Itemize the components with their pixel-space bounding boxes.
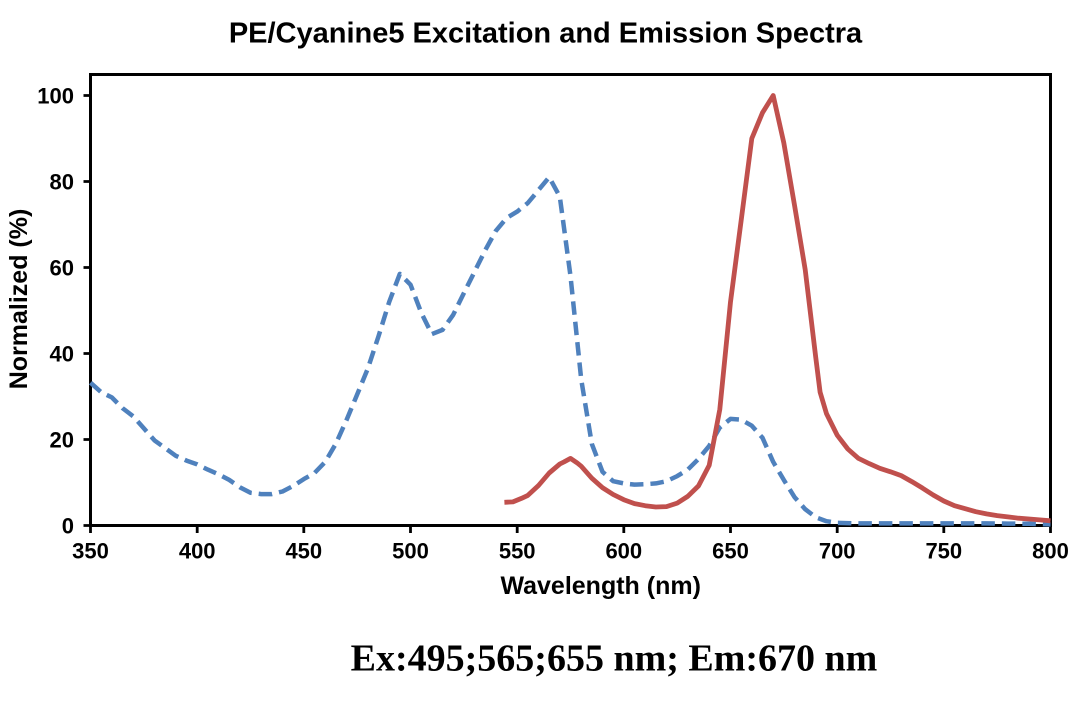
svg-text:750: 750 — [925, 539, 962, 564]
svg-text:450: 450 — [285, 539, 322, 564]
svg-text:650: 650 — [712, 539, 749, 564]
svg-text:Ex:495;565;655 nm; Em:670 nm: Ex:495;565;655 nm; Em:670 nm — [351, 638, 878, 680]
svg-text:60: 60 — [50, 256, 74, 281]
svg-text:Normalized (%): Normalized (%) — [5, 209, 33, 390]
svg-text:40: 40 — [50, 342, 74, 367]
svg-text:500: 500 — [392, 539, 429, 564]
svg-text:350: 350 — [72, 539, 109, 564]
svg-text:20: 20 — [50, 428, 74, 453]
svg-text:Wavelength (nm): Wavelength (nm) — [500, 572, 700, 600]
svg-text:PE/Cyanine5 Excitation and Emi: PE/Cyanine5 Excitation and Emission Spec… — [229, 18, 863, 50]
svg-text:600: 600 — [605, 539, 642, 564]
svg-text:800: 800 — [1032, 539, 1069, 564]
svg-text:550: 550 — [499, 539, 536, 564]
svg-text:700: 700 — [819, 539, 856, 564]
svg-text:0: 0 — [62, 514, 74, 539]
svg-text:400: 400 — [179, 539, 216, 564]
svg-text:100: 100 — [37, 84, 74, 109]
svg-text:80: 80 — [50, 170, 74, 195]
